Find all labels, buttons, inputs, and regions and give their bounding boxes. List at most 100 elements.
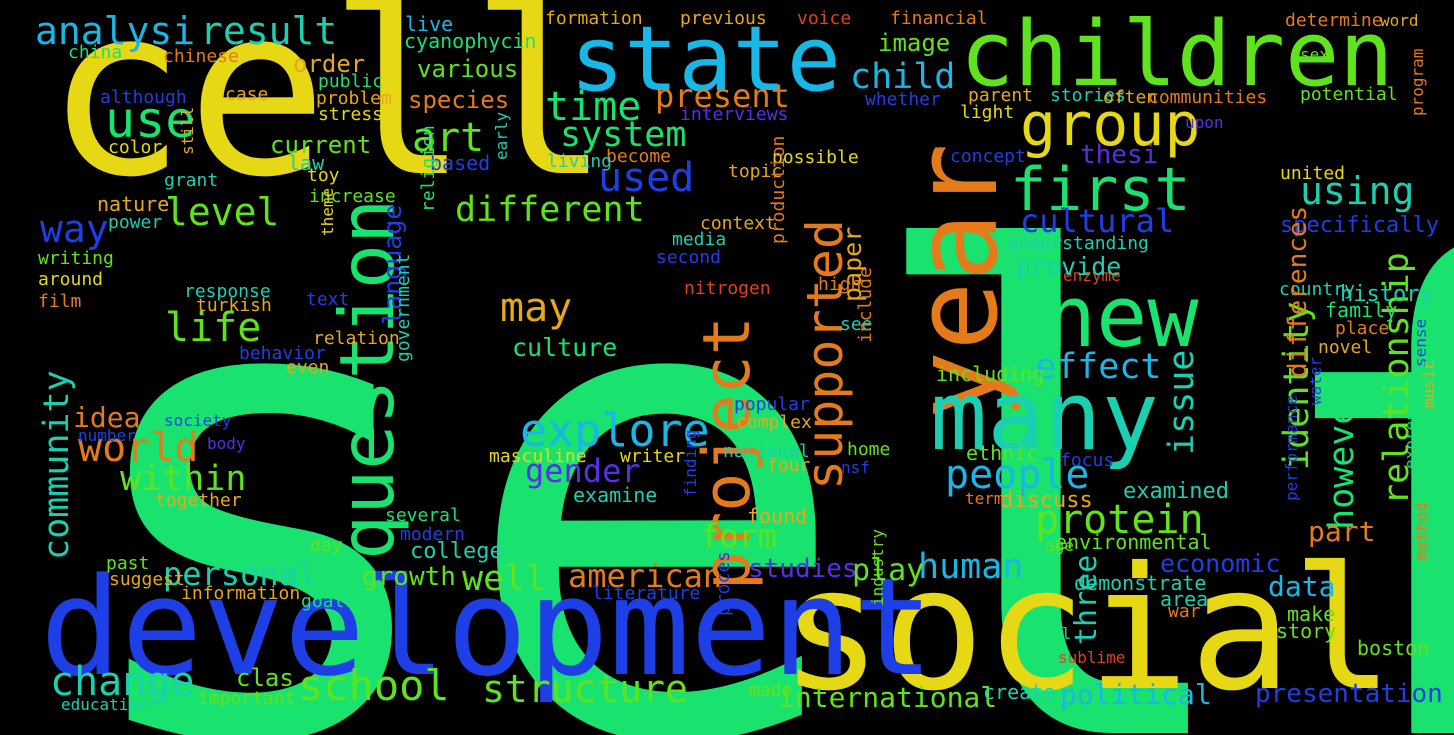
word-nitrogen: nitrogen (684, 278, 771, 299)
word-war: war (1168, 601, 1201, 622)
word-international: international (778, 681, 998, 714)
word-number: number (78, 426, 136, 445)
word-even: even (286, 357, 330, 378)
word-cyanophycin: cyanophycin (404, 29, 537, 53)
word-turkish: turkish (196, 295, 272, 316)
word-several: several (385, 505, 461, 526)
word-use: use (105, 91, 196, 149)
word-expression: expression (1401, 372, 1420, 469)
word-however: however (1322, 382, 1362, 530)
word-see: see (840, 314, 873, 335)
word-topic: topic (728, 161, 783, 182)
word-ethnic: ethnic (966, 441, 1039, 465)
word-complex: complex (736, 412, 812, 433)
word-family: family (1325, 298, 1398, 322)
word-education: education (61, 695, 148, 714)
word-society: society (164, 411, 232, 430)
word-chinese: chinese (163, 46, 239, 67)
word-around: around (38, 269, 104, 290)
word-literature: literature (592, 583, 701, 604)
word-change: change (50, 659, 195, 705)
word-part: part (1308, 515, 1376, 548)
word-new: new (1045, 268, 1199, 367)
word-relation: relation (313, 328, 400, 349)
word-economic: economic (1160, 549, 1281, 578)
word-china: china (68, 42, 123, 63)
word-grant: grant (164, 170, 219, 191)
word-three: three (1069, 554, 1104, 645)
word-upon: upon (1185, 113, 1224, 132)
word-writing: writing (38, 248, 114, 269)
word-people: people (945, 452, 1090, 498)
word-goal: goal (301, 591, 345, 612)
word-different: different (455, 190, 645, 230)
word-understanding: understanding (1008, 233, 1149, 254)
word-sex: sex (1300, 45, 1329, 64)
word-explore: explore (520, 404, 710, 457)
word-species: species (408, 86, 510, 114)
word-proces: proces (713, 550, 734, 616)
word-united: united (1280, 163, 1346, 184)
word-although: although (100, 87, 187, 108)
word-increase: increase (309, 186, 396, 207)
word-live: live (405, 12, 454, 36)
word-time: time (545, 84, 642, 130)
word-toy: toy (307, 165, 340, 186)
word-interviews: interviews (680, 104, 789, 125)
word-system: system (560, 115, 687, 155)
word-data: data (1268, 570, 1336, 603)
word-often: often (1103, 87, 1158, 108)
word-create: create (983, 680, 1056, 704)
word-art: art (412, 115, 485, 161)
word-include: include (855, 267, 876, 343)
word-potential: potential (1300, 84, 1398, 105)
word-voice: voice (797, 8, 852, 29)
word-demonstrate: demonstrate (1074, 571, 1207, 595)
word-still: still (178, 106, 197, 155)
word-idea: idea (73, 401, 141, 434)
word-religion: religion (418, 125, 439, 212)
word-previous: previous (680, 8, 767, 29)
word-suggest: suggest (109, 569, 185, 590)
word-focus: focus (1060, 450, 1115, 471)
word-industry: industry (868, 528, 887, 606)
word-examine: examine (573, 483, 658, 507)
word-home: home (847, 439, 891, 460)
word-structure: structure (482, 667, 688, 711)
word-area: area (1160, 587, 1209, 611)
word-human: human (918, 547, 1024, 587)
word-may: may (500, 285, 573, 331)
word-term: term (965, 489, 1004, 508)
word-discuss: discuss (1000, 488, 1093, 513)
word-well: well (462, 559, 547, 599)
word-public: public (318, 71, 384, 92)
word-including: including (936, 362, 1045, 386)
word-color: color (108, 137, 163, 158)
word-program: program (1408, 48, 1427, 116)
word-analysi: analysi (35, 9, 196, 53)
word-growth: growth (362, 562, 456, 592)
word-clas: clas (236, 664, 294, 692)
word-film: film (38, 291, 82, 312)
word-past: past (106, 553, 150, 574)
word-personal: personal (163, 555, 318, 593)
word-nsf: nsf (841, 458, 870, 477)
word-age: age (1045, 536, 1074, 555)
word-text: text (306, 289, 350, 310)
word-context: context (700, 213, 776, 234)
word-issue: issue (1162, 349, 1202, 455)
word-community: community (37, 370, 77, 560)
word-place: place (1335, 318, 1390, 339)
word-early: early (492, 111, 511, 160)
word-theme: theme (318, 187, 337, 236)
word-environmental: environmental (1055, 530, 1212, 554)
word-writer: writer (620, 446, 686, 467)
word-important: important (198, 688, 296, 709)
word-thesi: thesi (1080, 140, 1159, 170)
word-political: political (1060, 678, 1212, 711)
word-culture: culture (512, 333, 618, 362)
word-novel: novel (1318, 337, 1373, 358)
word-using: using (1300, 169, 1415, 213)
word-used: used (598, 155, 695, 201)
word-make: make (1287, 602, 1336, 626)
